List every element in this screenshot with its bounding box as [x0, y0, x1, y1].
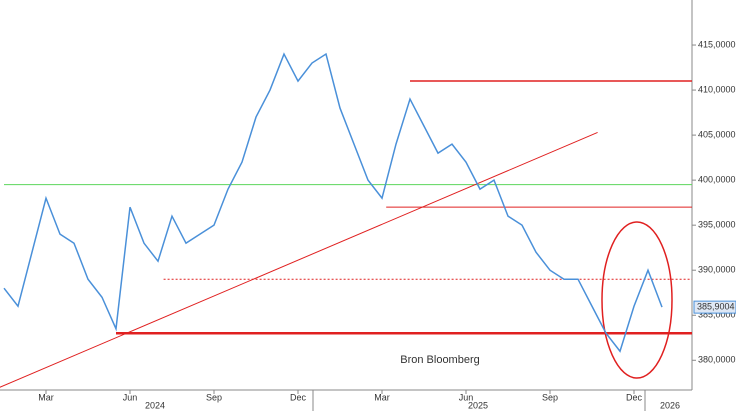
x-tick-label: Jun — [459, 392, 474, 402]
y-tick-label: 385,0000 — [698, 310, 736, 320]
x-tick-label: Sep — [542, 392, 558, 402]
trendline — [0, 131, 598, 388]
y-tick-label: 395,0000 — [698, 220, 736, 230]
x-tick-label: Mar — [374, 392, 390, 402]
price-line — [3, 52, 663, 353]
x-tick-label: Mar — [38, 392, 54, 402]
y-tick-label: 380,0000 — [698, 355, 736, 365]
y-tick-label: 405,0000 — [698, 129, 736, 139]
last-value-label: 385,9004 — [697, 302, 735, 312]
x-tick-label: Dec — [626, 392, 643, 402]
x-tick-label: Dec — [290, 392, 307, 402]
highlight-ellipse — [601, 221, 673, 379]
year-label: 2024 — [145, 400, 165, 410]
y-tick-label: 390,0000 — [698, 265, 736, 275]
last-value-box — [693, 300, 736, 314]
year-label: 2026 — [660, 400, 680, 410]
y-tick-label: 415,0000 — [698, 39, 736, 49]
x-tick-label: Jun — [123, 392, 138, 402]
x-tick-label: Sep — [206, 392, 222, 402]
annotation: Bron Bloomberg — [400, 354, 480, 366]
y-tick-label: 400,0000 — [698, 175, 736, 185]
year-label: 2025 — [468, 400, 488, 410]
y-tick-label: 410,0000 — [698, 84, 736, 94]
